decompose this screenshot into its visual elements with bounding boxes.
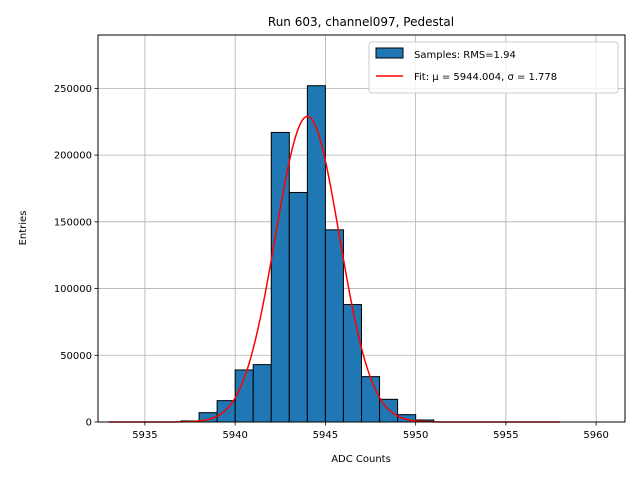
histogram-bar (216, 400, 236, 423)
y-axis-label: Entries (18, 211, 29, 246)
chart-title: Run 603, channel097, Pedestal (268, 15, 454, 29)
y-axis-ticks: 0 50000 100000 150000 200000 250000 (54, 84, 98, 429)
histogram-bar (324, 229, 344, 423)
plot-frame (97, 34, 626, 423)
histogram-bar (252, 364, 272, 423)
y-tick-label: 0 (86, 418, 92, 429)
y-tick-label: 250000 (54, 84, 92, 95)
x-tick-label: 5960 (583, 430, 608, 441)
x-tick-label: 5935 (132, 430, 157, 441)
legend: Samples: RMS=1.94 Fit: μ = 5944.004, σ =… (368, 41, 619, 94)
legend-label-samples: Samples: RMS=1.94 (414, 50, 516, 61)
x-tick-label: 5945 (313, 430, 338, 441)
histogram-bar (288, 191, 308, 423)
y-tick-label: 100000 (54, 284, 92, 295)
legend-label-fit: Fit: μ = 5944.004, σ = 1.778 (414, 72, 557, 83)
histogram-bar (361, 376, 381, 423)
histogram-bar (306, 85, 326, 423)
y-tick-label: 200000 (54, 151, 92, 162)
x-axis-ticks: 5935 5940 5945 5950 5955 5960 (132, 422, 609, 441)
x-tick-label: 5950 (403, 430, 428, 441)
y-tick-label: 50000 (60, 351, 92, 362)
x-tick-label: 5940 (222, 430, 247, 441)
histogram-bars (180, 85, 435, 423)
x-tick-label: 5955 (493, 430, 518, 441)
legend-box (368, 41, 619, 94)
legend-swatch-samples (375, 47, 404, 59)
histogram-bar (342, 304, 363, 423)
x-axis-label: ADC Counts (331, 454, 391, 465)
y-tick-label: 150000 (54, 217, 92, 228)
